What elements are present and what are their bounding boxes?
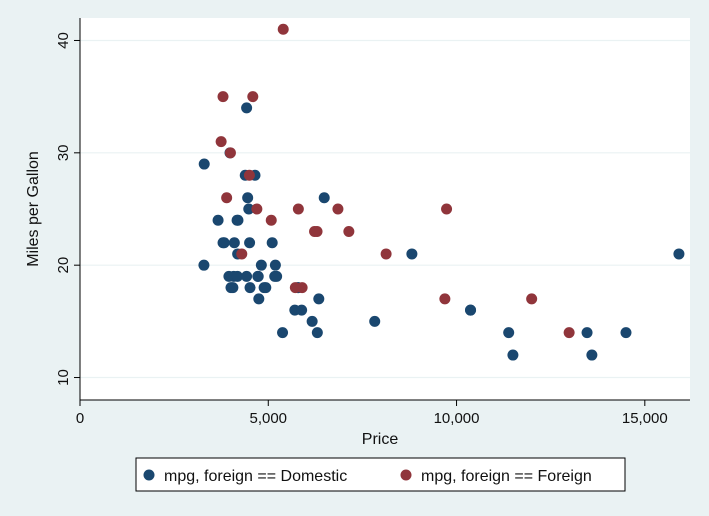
point-domestic (266, 237, 278, 249)
point-foreign (332, 203, 344, 215)
point-domestic (369, 315, 381, 327)
legend-label-foreign: mpg, foreign == Foreign (421, 468, 592, 485)
point-domestic (277, 327, 289, 339)
plot-area (80, 18, 690, 400)
point-foreign (217, 91, 229, 103)
point-domestic (313, 293, 325, 305)
x-axis-title: Price (362, 431, 399, 448)
point-domestic (198, 259, 210, 271)
y-axis-title: Miles per Gallon (25, 151, 42, 267)
point-domestic (231, 270, 243, 282)
x-tick-label: 5,000 (249, 410, 287, 427)
point-domestic (296, 304, 308, 316)
point-domestic (507, 349, 519, 361)
y-ticks: 10 20 30 40 (55, 32, 80, 386)
point-foreign (243, 169, 255, 181)
x-ticks: 0 5,000 10,000 15,000 (76, 400, 668, 427)
legend-marker-foreign (400, 469, 412, 481)
point-foreign (247, 91, 259, 103)
legend-marker-domestic (143, 469, 155, 481)
point-foreign (439, 293, 451, 305)
point-foreign (215, 136, 227, 148)
point-foreign (526, 293, 538, 305)
legend-label-domestic: mpg, foreign == Domestic (164, 468, 347, 485)
point-domestic (231, 214, 243, 226)
point-domestic (260, 282, 272, 294)
point-domestic (269, 259, 281, 271)
legend: mpg, foreign == Domestic mpg, foreign ==… (135, 457, 626, 492)
point-domestic (465, 304, 477, 316)
point-foreign (251, 203, 263, 215)
point-foreign (289, 282, 301, 294)
point-domestic (241, 270, 253, 282)
point-domestic (673, 248, 685, 260)
point-foreign (224, 147, 236, 159)
point-domestic (228, 237, 240, 249)
point-foreign (309, 225, 321, 237)
point-domestic (252, 270, 264, 282)
axes (79, 18, 690, 401)
point-domestic (581, 327, 593, 339)
point-domestic (318, 192, 330, 204)
point-domestic (212, 214, 224, 226)
point-domestic (223, 270, 235, 282)
point-foreign (277, 23, 289, 35)
point-foreign (563, 327, 575, 339)
point-domestic (253, 293, 265, 305)
y-tick-label: 30 (55, 144, 72, 161)
point-domestic (241, 102, 253, 114)
y-tick-label: 10 (55, 369, 72, 386)
point-domestic (244, 282, 256, 294)
point-domestic (271, 270, 283, 282)
point-domestic (586, 349, 598, 361)
point-foreign (380, 248, 392, 260)
point-domestic (406, 248, 418, 260)
point-domestic (243, 203, 255, 215)
x-tick-label: 10,000 (434, 410, 480, 427)
point-domestic (255, 259, 267, 271)
x-tick-label: 0 (76, 410, 84, 427)
data-points (198, 23, 685, 361)
point-foreign (221, 192, 233, 204)
y-tick-label: 20 (55, 257, 72, 274)
legend-box (135, 457, 626, 492)
point-domestic (227, 282, 239, 294)
gridlines (80, 39, 690, 379)
point-domestic (311, 327, 323, 339)
point-foreign (441, 203, 453, 215)
x-tick-label: 15,000 (622, 410, 668, 427)
point-foreign (265, 214, 277, 226)
point-domestic (198, 158, 210, 170)
point-foreign (343, 225, 355, 237)
point-foreign (236, 248, 248, 260)
point-domestic (218, 237, 230, 249)
point-domestic (306, 315, 318, 327)
y-tick-label: 40 (55, 32, 72, 49)
point-domestic (244, 237, 256, 249)
point-domestic (503, 327, 515, 339)
point-foreign (292, 203, 304, 215)
point-domestic (620, 327, 632, 339)
point-domestic (242, 192, 254, 204)
